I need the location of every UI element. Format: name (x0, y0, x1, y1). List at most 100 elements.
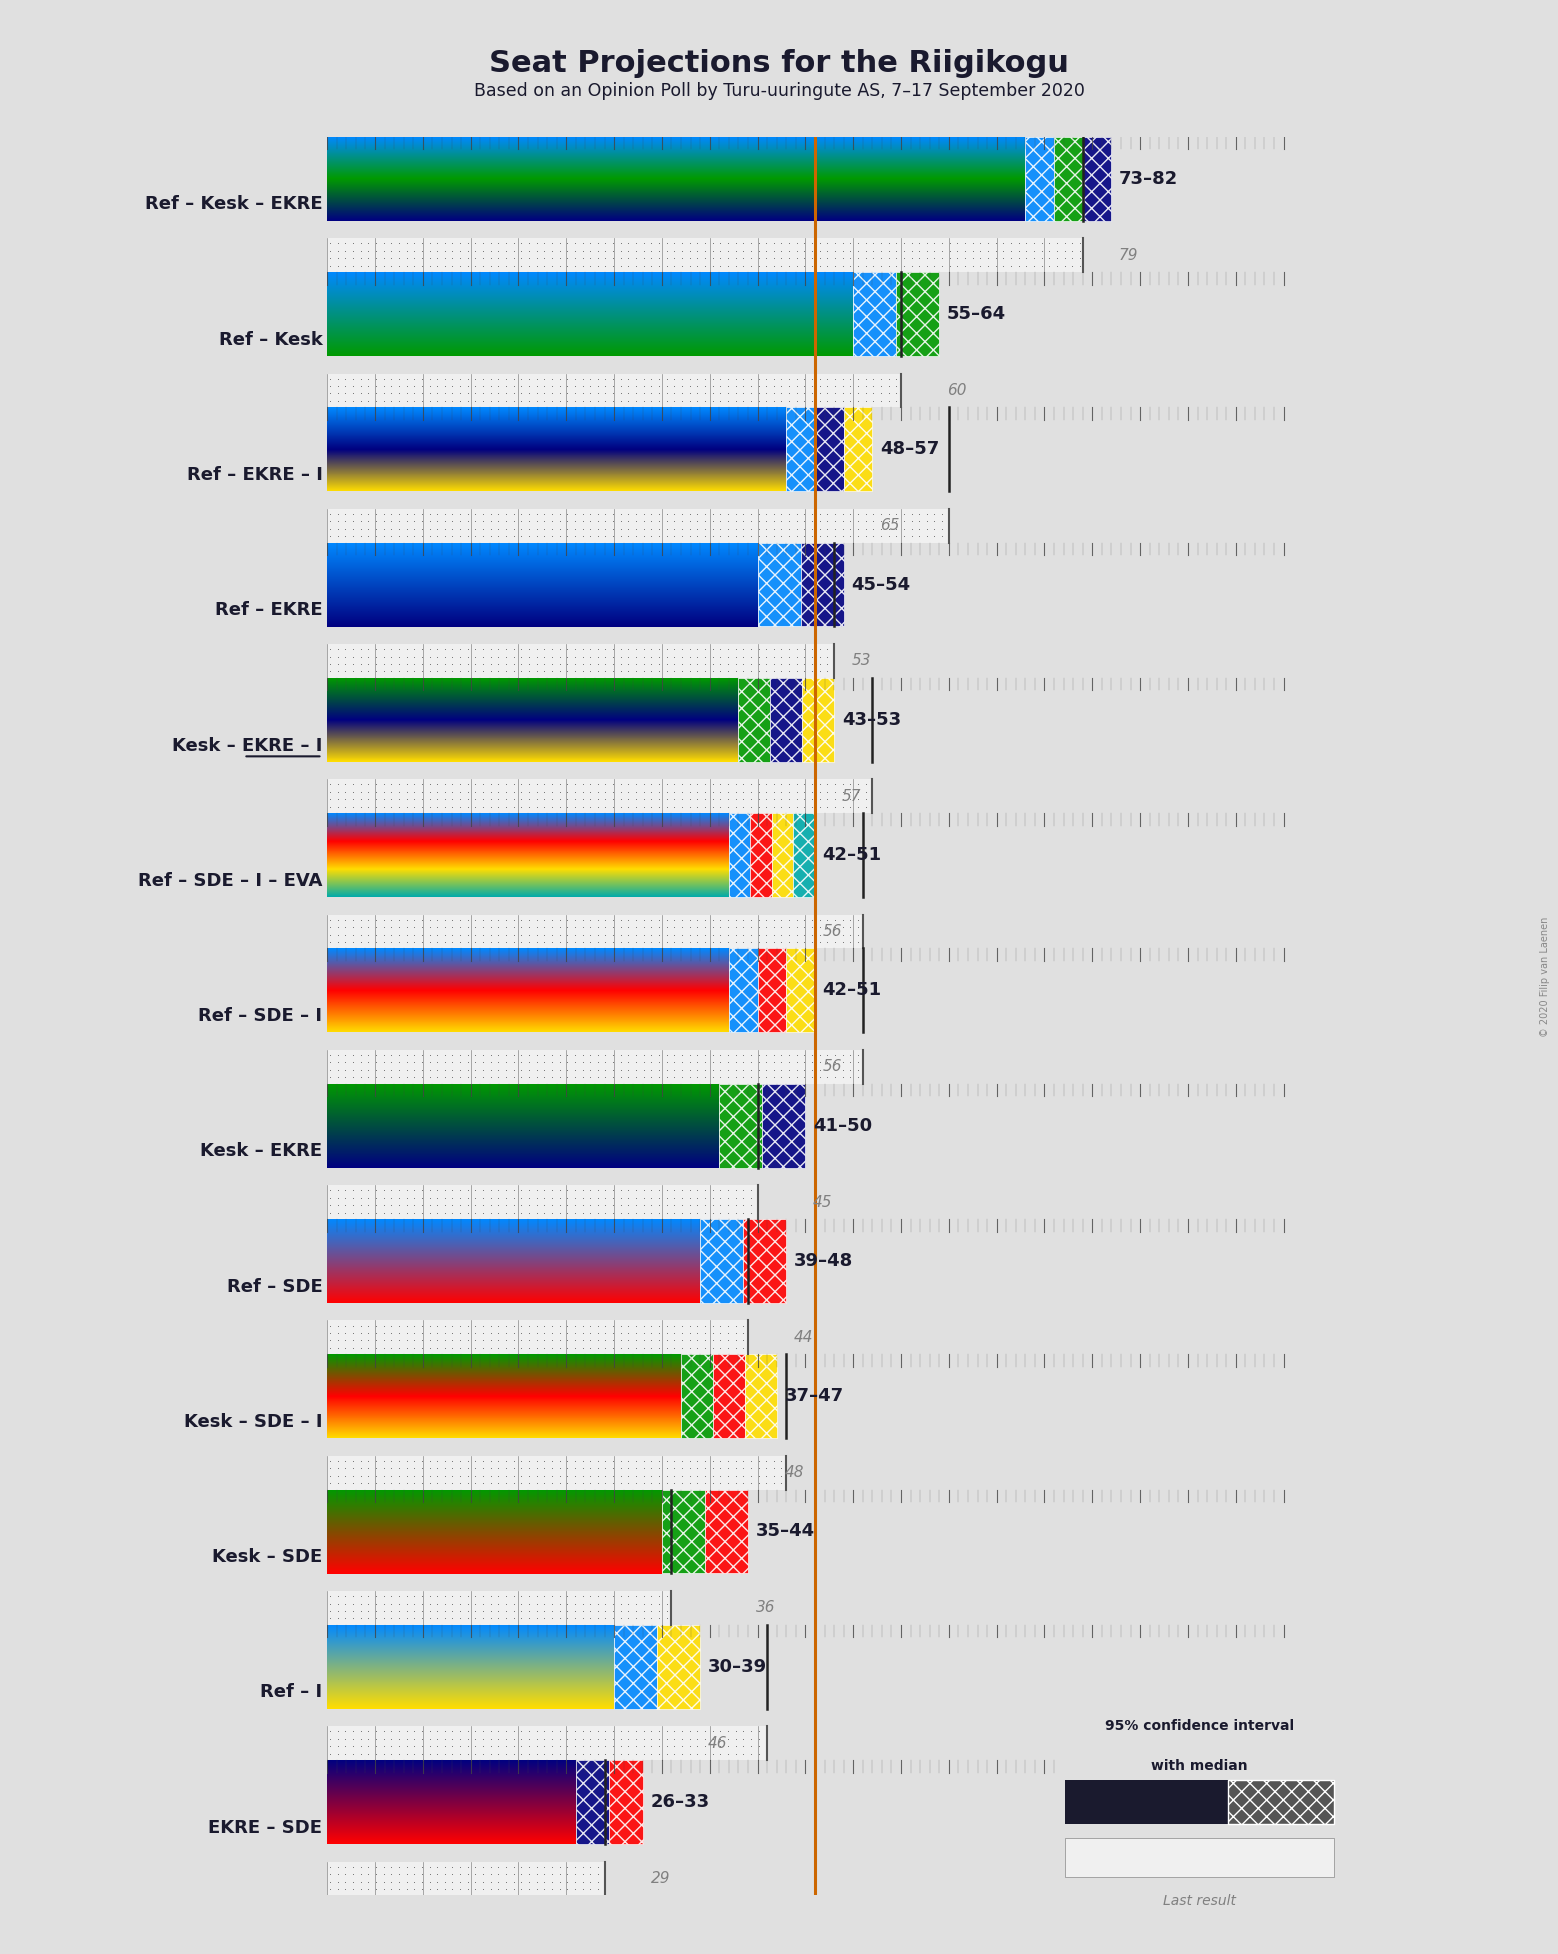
Point (715, 385, 740, 416)
Point (363, 1061, 388, 1092)
Point (418, 1182, 442, 1213)
Point (1036, 234, 1061, 266)
Point (586, 506, 611, 537)
Point (608, 1198, 633, 1229)
Point (930, 514, 955, 545)
Point (402, 1055, 427, 1086)
Point (776, 506, 801, 537)
Point (594, 242, 619, 274)
Point (363, 1460, 388, 1491)
Point (700, 776, 724, 807)
Point (531, 498, 556, 530)
Point (846, 363, 871, 395)
Point (386, 242, 411, 274)
Point (471, 1858, 495, 1890)
Point (746, 1047, 771, 1079)
Point (700, 1325, 724, 1356)
Point (570, 1040, 595, 1071)
Point (402, 514, 427, 545)
Point (754, 385, 779, 416)
Point (326, 1589, 351, 1620)
Point (807, 250, 832, 281)
Point (647, 791, 671, 823)
Bar (729, 948, 757, 1032)
Bar (700, 1219, 743, 1303)
Point (517, 1055, 542, 1086)
Point (776, 242, 801, 274)
Point (670, 1061, 695, 1092)
Point (692, 1190, 717, 1221)
Point (578, 1333, 603, 1364)
Point (647, 1040, 671, 1071)
Point (509, 520, 534, 551)
Point (486, 250, 511, 281)
Point (746, 1055, 771, 1086)
Point (394, 520, 419, 551)
Point (670, 1460, 695, 1491)
Point (486, 641, 511, 672)
Point (762, 377, 787, 408)
Point (678, 1182, 703, 1213)
Point (425, 1047, 450, 1079)
Point (531, 1317, 556, 1348)
Point (654, 1309, 679, 1340)
Point (509, 1602, 534, 1634)
Point (854, 371, 879, 403)
Point (539, 520, 564, 551)
Point (494, 1866, 519, 1897)
Point (555, 371, 580, 403)
Point (455, 229, 480, 260)
Point (654, 1047, 679, 1079)
Point (517, 649, 542, 680)
Point (838, 363, 863, 395)
Point (379, 1874, 404, 1905)
Point (523, 1317, 548, 1348)
Point (394, 1190, 419, 1221)
Point (547, 1731, 572, 1763)
Point (623, 776, 648, 807)
Point (439, 1452, 464, 1483)
Point (907, 498, 932, 530)
Point (333, 1602, 358, 1634)
Point (439, 1317, 464, 1348)
Point (494, 1047, 519, 1079)
Point (946, 229, 971, 260)
Point (410, 633, 435, 664)
Point (486, 1333, 511, 1364)
Point (371, 1198, 396, 1229)
Point (463, 514, 488, 545)
Point (523, 1460, 548, 1491)
Point (326, 1602, 351, 1634)
Point (815, 520, 840, 551)
Point (478, 649, 503, 680)
Point (531, 250, 556, 281)
Point (402, 911, 427, 942)
Point (386, 385, 411, 416)
Point (363, 1190, 388, 1221)
Point (686, 641, 710, 672)
Text: Ref – Kesk: Ref – Kesk (218, 330, 323, 348)
Point (815, 641, 840, 672)
Point (386, 1874, 411, 1905)
Point (318, 633, 343, 664)
Point (562, 1850, 587, 1882)
Point (318, 520, 343, 551)
Point (960, 229, 985, 260)
Point (639, 1594, 664, 1626)
Point (326, 1174, 351, 1206)
Point (547, 229, 572, 260)
Point (502, 242, 527, 274)
Point (418, 514, 442, 545)
Point (531, 1452, 556, 1483)
Point (707, 657, 732, 688)
Point (678, 791, 703, 823)
Point (555, 1325, 580, 1356)
Point (692, 1446, 717, 1477)
Point (615, 1716, 640, 1747)
Point (838, 776, 863, 807)
Point (371, 1858, 396, 1890)
Point (678, 657, 703, 688)
Point (707, 250, 732, 281)
Point (578, 520, 603, 551)
Point (402, 657, 427, 688)
